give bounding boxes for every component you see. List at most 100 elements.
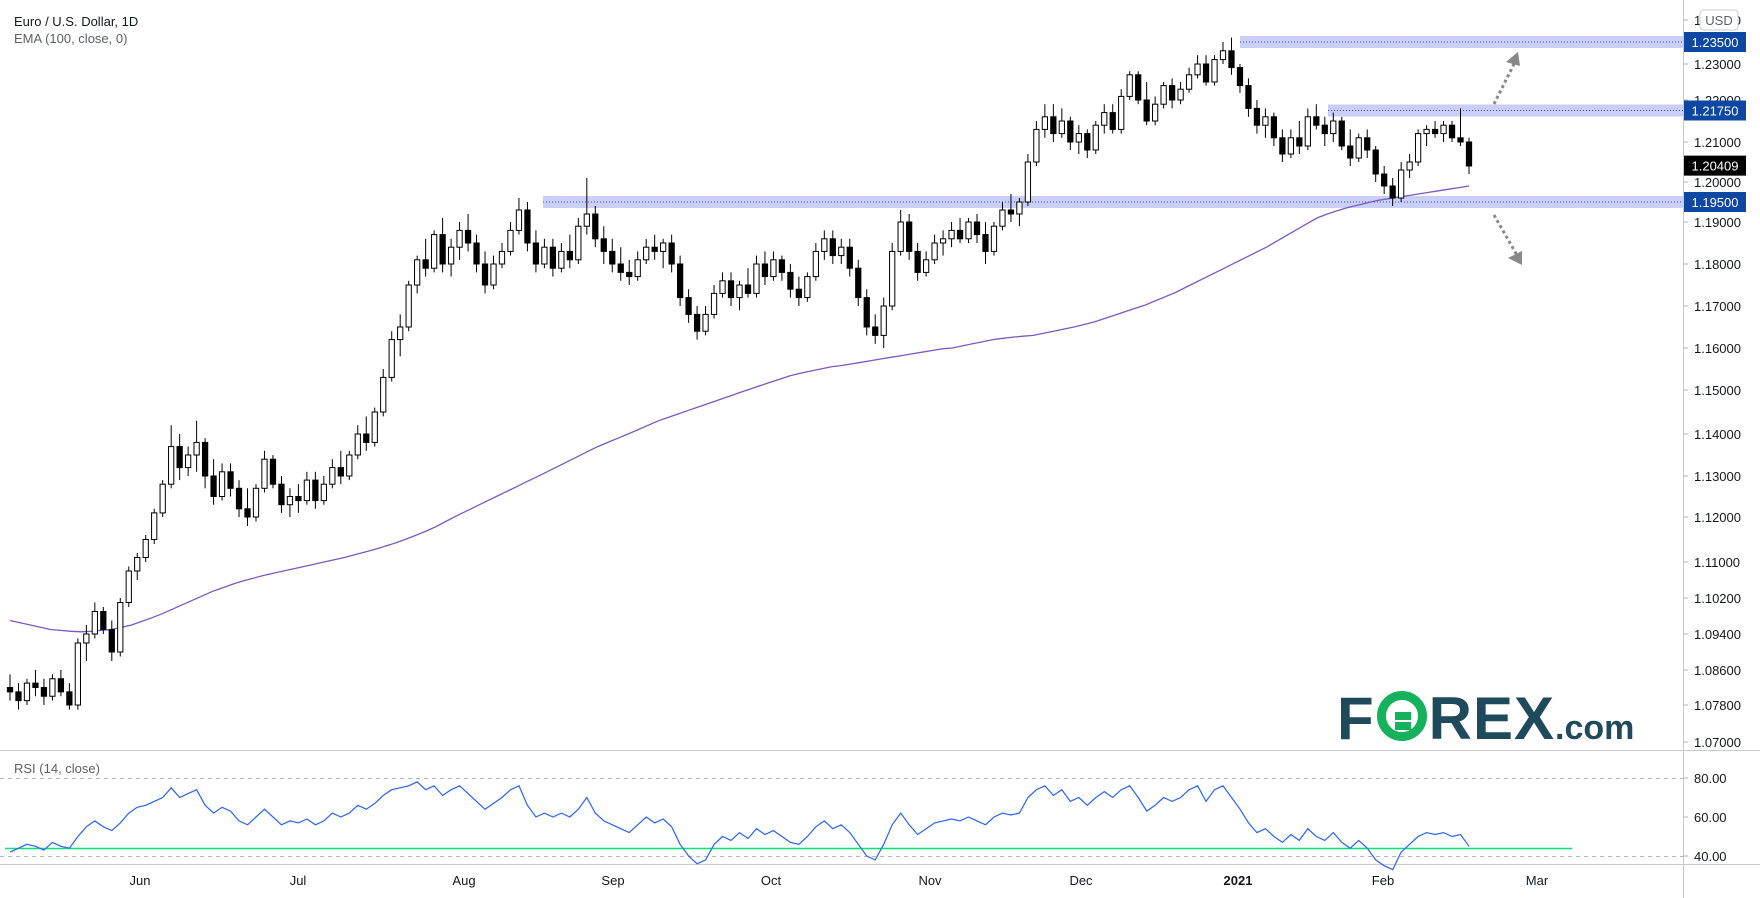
time-axis[interactable]: Jun Jul Aug Sep Oct Nov Dec 2021 Feb Mar [130, 873, 1549, 888]
candle [159, 480, 166, 517]
candle [1406, 154, 1413, 178]
candle [931, 234, 938, 264]
candle [524, 202, 531, 252]
candle [838, 238, 845, 264]
candle-body [1423, 128, 1430, 135]
candle [312, 471, 319, 509]
candle-body [736, 284, 743, 299]
candle-body [371, 411, 378, 443]
candle [40, 678, 48, 705]
up-arrow-head [1506, 52, 1520, 66]
candle [201, 438, 209, 489]
candle-body [897, 221, 904, 252]
candle-body [1330, 120, 1337, 135]
candle-body [804, 276, 811, 299]
candle [1389, 178, 1396, 206]
candle [1372, 146, 1379, 182]
candle-body [430, 234, 438, 269]
candle-body [337, 467, 344, 477]
candle [1109, 104, 1116, 134]
candle [1253, 100, 1261, 134]
candle-body [872, 326, 879, 336]
candle [1041, 104, 1049, 138]
candle [507, 222, 514, 256]
ema-indicator-label[interactable]: EMA (100, close, 0) [14, 31, 128, 46]
candle [91, 602, 98, 639]
logo-text-rex: REX [1428, 685, 1556, 752]
candle-body [23, 682, 31, 702]
candle-body [914, 250, 921, 273]
candle [795, 276, 803, 306]
candle-body [1058, 120, 1065, 135]
candle-body [1202, 63, 1210, 83]
candle-body [447, 246, 455, 265]
candle [897, 210, 904, 256]
candle [1101, 104, 1108, 134]
time-tick-label: Jul [290, 873, 307, 888]
candle-body [1211, 59, 1218, 83]
candle [787, 264, 794, 298]
candle-body [1109, 112, 1116, 130]
price-tick-label: 1.23000 [1694, 57, 1741, 72]
candle [397, 314, 404, 357]
candle-body [66, 691, 73, 706]
candle-body [1219, 50, 1227, 61]
candle-body [380, 376, 387, 413]
currency-badge-box[interactable] [1699, 9, 1739, 31]
candle-body [1092, 124, 1099, 151]
candle [1126, 71, 1133, 100]
candle-body [863, 297, 870, 328]
candle [922, 251, 930, 277]
rsi-tick-label: 60.00 [1694, 810, 1727, 825]
candle-body [838, 246, 845, 257]
candle [117, 598, 124, 657]
level-zones [543, 36, 1683, 208]
candle-body [1194, 63, 1201, 76]
candle-body [1016, 201, 1023, 215]
price-tick-label: 1.07000 [1694, 735, 1741, 750]
candle [575, 218, 582, 264]
candle [1092, 121, 1099, 154]
candle [736, 280, 743, 311]
candle [541, 238, 548, 269]
candle-body [125, 570, 132, 603]
candle-body [668, 242, 675, 265]
candle-body [999, 209, 1006, 227]
candle [1007, 194, 1015, 222]
candle [761, 251, 769, 285]
candle [1457, 108, 1464, 146]
symbol-title[interactable]: Euro / U.S. Dollar, 1D [14, 14, 139, 29]
candle [168, 425, 175, 489]
candle-body [948, 229, 955, 240]
candle-body [1448, 124, 1456, 139]
candle-body [151, 512, 158, 541]
candle [134, 553, 141, 580]
rsi-label[interactable]: RSI (14, close) [14, 761, 100, 776]
price-axis[interactable]: 1.07000 1.07800 1.08600 1.09400 1.10200 1.110… [1683, 13, 1741, 750]
currency-badge[interactable]: USD [1705, 13, 1732, 28]
candle-body [168, 446, 175, 485]
candle [244, 488, 251, 526]
projection-arrows [1492, 52, 1522, 265]
candle [1075, 125, 1082, 154]
candle [990, 222, 998, 256]
candle-body [643, 246, 650, 261]
time-tick-label: Feb [1372, 873, 1394, 888]
candle-body [617, 263, 624, 273]
candle [829, 230, 836, 264]
candle [286, 488, 294, 517]
candle-body [566, 250, 573, 261]
candles [6, 37, 1473, 710]
candle-body [541, 246, 548, 265]
candle-body [261, 458, 268, 489]
candle [464, 214, 472, 252]
candle [1279, 129, 1286, 162]
candle-body [1160, 85, 1167, 105]
down-arrow-head [1508, 251, 1522, 265]
time-tick-label: Aug [452, 873, 475, 888]
candle [1067, 116, 1074, 150]
candle-body [6, 687, 14, 693]
candle-body [515, 209, 523, 231]
candle-body [965, 221, 972, 240]
candle-body [1007, 209, 1015, 215]
